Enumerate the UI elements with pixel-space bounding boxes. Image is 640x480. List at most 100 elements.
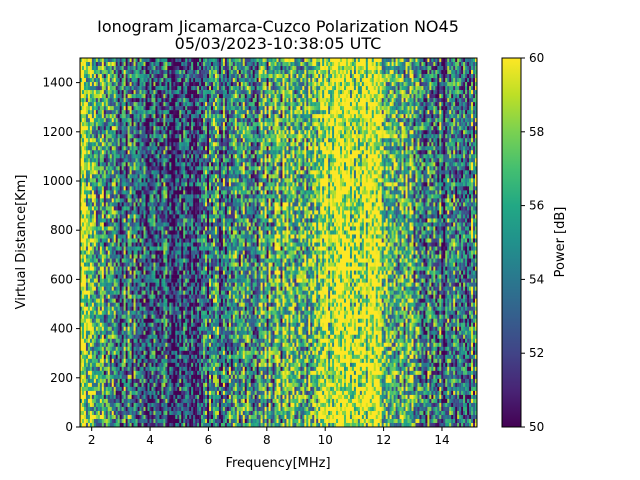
heatmap-cell <box>97 410 101 416</box>
heatmap-cell <box>121 282 124 287</box>
heatmap-cell <box>169 326 172 331</box>
heatmap-cell <box>169 342 172 348</box>
heatmap-cell <box>91 74 95 79</box>
heatmap-cell <box>129 190 132 195</box>
heatmap-cell <box>179 398 182 404</box>
heatmap-cell <box>123 246 126 251</box>
heatmap-cell <box>91 70 95 75</box>
heatmap-cell <box>137 166 140 171</box>
heatmap-cell <box>139 202 142 207</box>
heatmap-cell <box>133 318 136 323</box>
heatmap-cell <box>147 306 150 311</box>
heatmap-cell <box>115 182 118 187</box>
heatmap-cell <box>133 374 136 380</box>
heatmap-cell <box>97 162 101 167</box>
heatmap-cell <box>141 398 144 404</box>
heatmap-cell <box>183 110 186 115</box>
heatmap-cell <box>83 190 87 195</box>
heatmap-cell <box>127 134 130 139</box>
heatmap-cell <box>117 114 120 119</box>
heatmap-cell <box>137 102 140 107</box>
heatmap-cell <box>147 174 150 179</box>
heatmap-cell <box>163 326 166 331</box>
heatmap-cell <box>91 282 95 287</box>
heatmap-cell <box>183 358 186 364</box>
heatmap-cell <box>117 110 120 115</box>
heatmap-cell <box>153 150 156 155</box>
heatmap-cell <box>129 154 132 159</box>
heatmap-cell <box>123 386 126 392</box>
heatmap-cell <box>167 378 170 384</box>
heatmap-cell <box>121 214 124 219</box>
heatmap-cell <box>175 330 178 335</box>
heatmap-cell <box>85 70 89 75</box>
heatmap-cell <box>83 234 87 239</box>
heatmap-cell <box>107 298 111 303</box>
heatmap-cell <box>127 186 130 191</box>
heatmap-cell <box>151 74 154 79</box>
heatmap-cell <box>95 66 99 71</box>
heatmap-cell <box>115 86 118 91</box>
heatmap-cell <box>95 278 99 283</box>
heatmap-cell <box>151 402 154 408</box>
heatmap-cell <box>175 190 178 195</box>
heatmap-cell <box>185 282 188 287</box>
heatmap-cell <box>175 374 178 380</box>
heatmap-cell <box>117 102 120 107</box>
heatmap-cell <box>99 410 103 416</box>
heatmap-cell <box>95 306 99 311</box>
heatmap-cell <box>109 370 113 376</box>
heatmap-cell <box>155 234 158 239</box>
heatmap-cell <box>91 262 95 267</box>
heatmap-cell <box>117 238 120 243</box>
heatmap-cell <box>87 102 91 107</box>
heatmap-cell <box>85 362 89 368</box>
heatmap-cell <box>87 58 91 63</box>
heatmap-cell <box>119 162 122 167</box>
heatmap-cell <box>179 334 182 340</box>
heatmap-cell <box>123 226 126 231</box>
heatmap-cell <box>83 82 87 87</box>
heatmap-cell <box>133 62 136 67</box>
heatmap-cell <box>107 186 111 191</box>
heatmap-cell <box>161 354 164 360</box>
heatmap-cell <box>167 98 170 103</box>
heatmap-cell <box>151 286 154 291</box>
heatmap-cell <box>121 194 124 199</box>
heatmap-cell <box>103 134 107 139</box>
heatmap-cell <box>181 230 184 235</box>
heatmap-cell <box>183 114 186 119</box>
heatmap-cell <box>183 190 186 195</box>
heatmap-cell <box>89 398 93 404</box>
heatmap-cell <box>89 278 93 283</box>
heatmap-cell <box>133 202 136 207</box>
heatmap-cell <box>133 274 136 279</box>
heatmap-cell <box>111 102 114 107</box>
heatmap-cell <box>157 314 160 319</box>
heatmap-cell <box>80 294 83 299</box>
heatmap-cell <box>179 62 182 67</box>
heatmap-cell <box>177 326 180 331</box>
heatmap-cell <box>80 394 83 400</box>
heatmap-cell <box>173 330 176 335</box>
heatmap-cell <box>139 242 142 247</box>
heatmap-cell <box>121 94 124 99</box>
heatmap-cell <box>103 394 107 400</box>
heatmap-cell <box>81 214 85 219</box>
heatmap-cell <box>109 410 113 416</box>
heatmap-cell <box>173 374 176 380</box>
heatmap-cell <box>80 350 83 356</box>
heatmap-cell <box>117 198 120 203</box>
heatmap-cell <box>113 242 116 247</box>
heatmap-cell <box>183 134 186 139</box>
heatmap-cell <box>125 82 128 87</box>
heatmap-cell <box>85 186 89 191</box>
heatmap-cell <box>135 266 138 271</box>
heatmap-cell <box>161 98 164 103</box>
heatmap-cell <box>157 370 160 376</box>
heatmap-cell <box>149 330 152 335</box>
heatmap-cell <box>123 218 126 223</box>
heatmap-cell <box>103 306 107 311</box>
heatmap-cell <box>153 274 156 279</box>
heatmap-cell <box>147 98 150 103</box>
